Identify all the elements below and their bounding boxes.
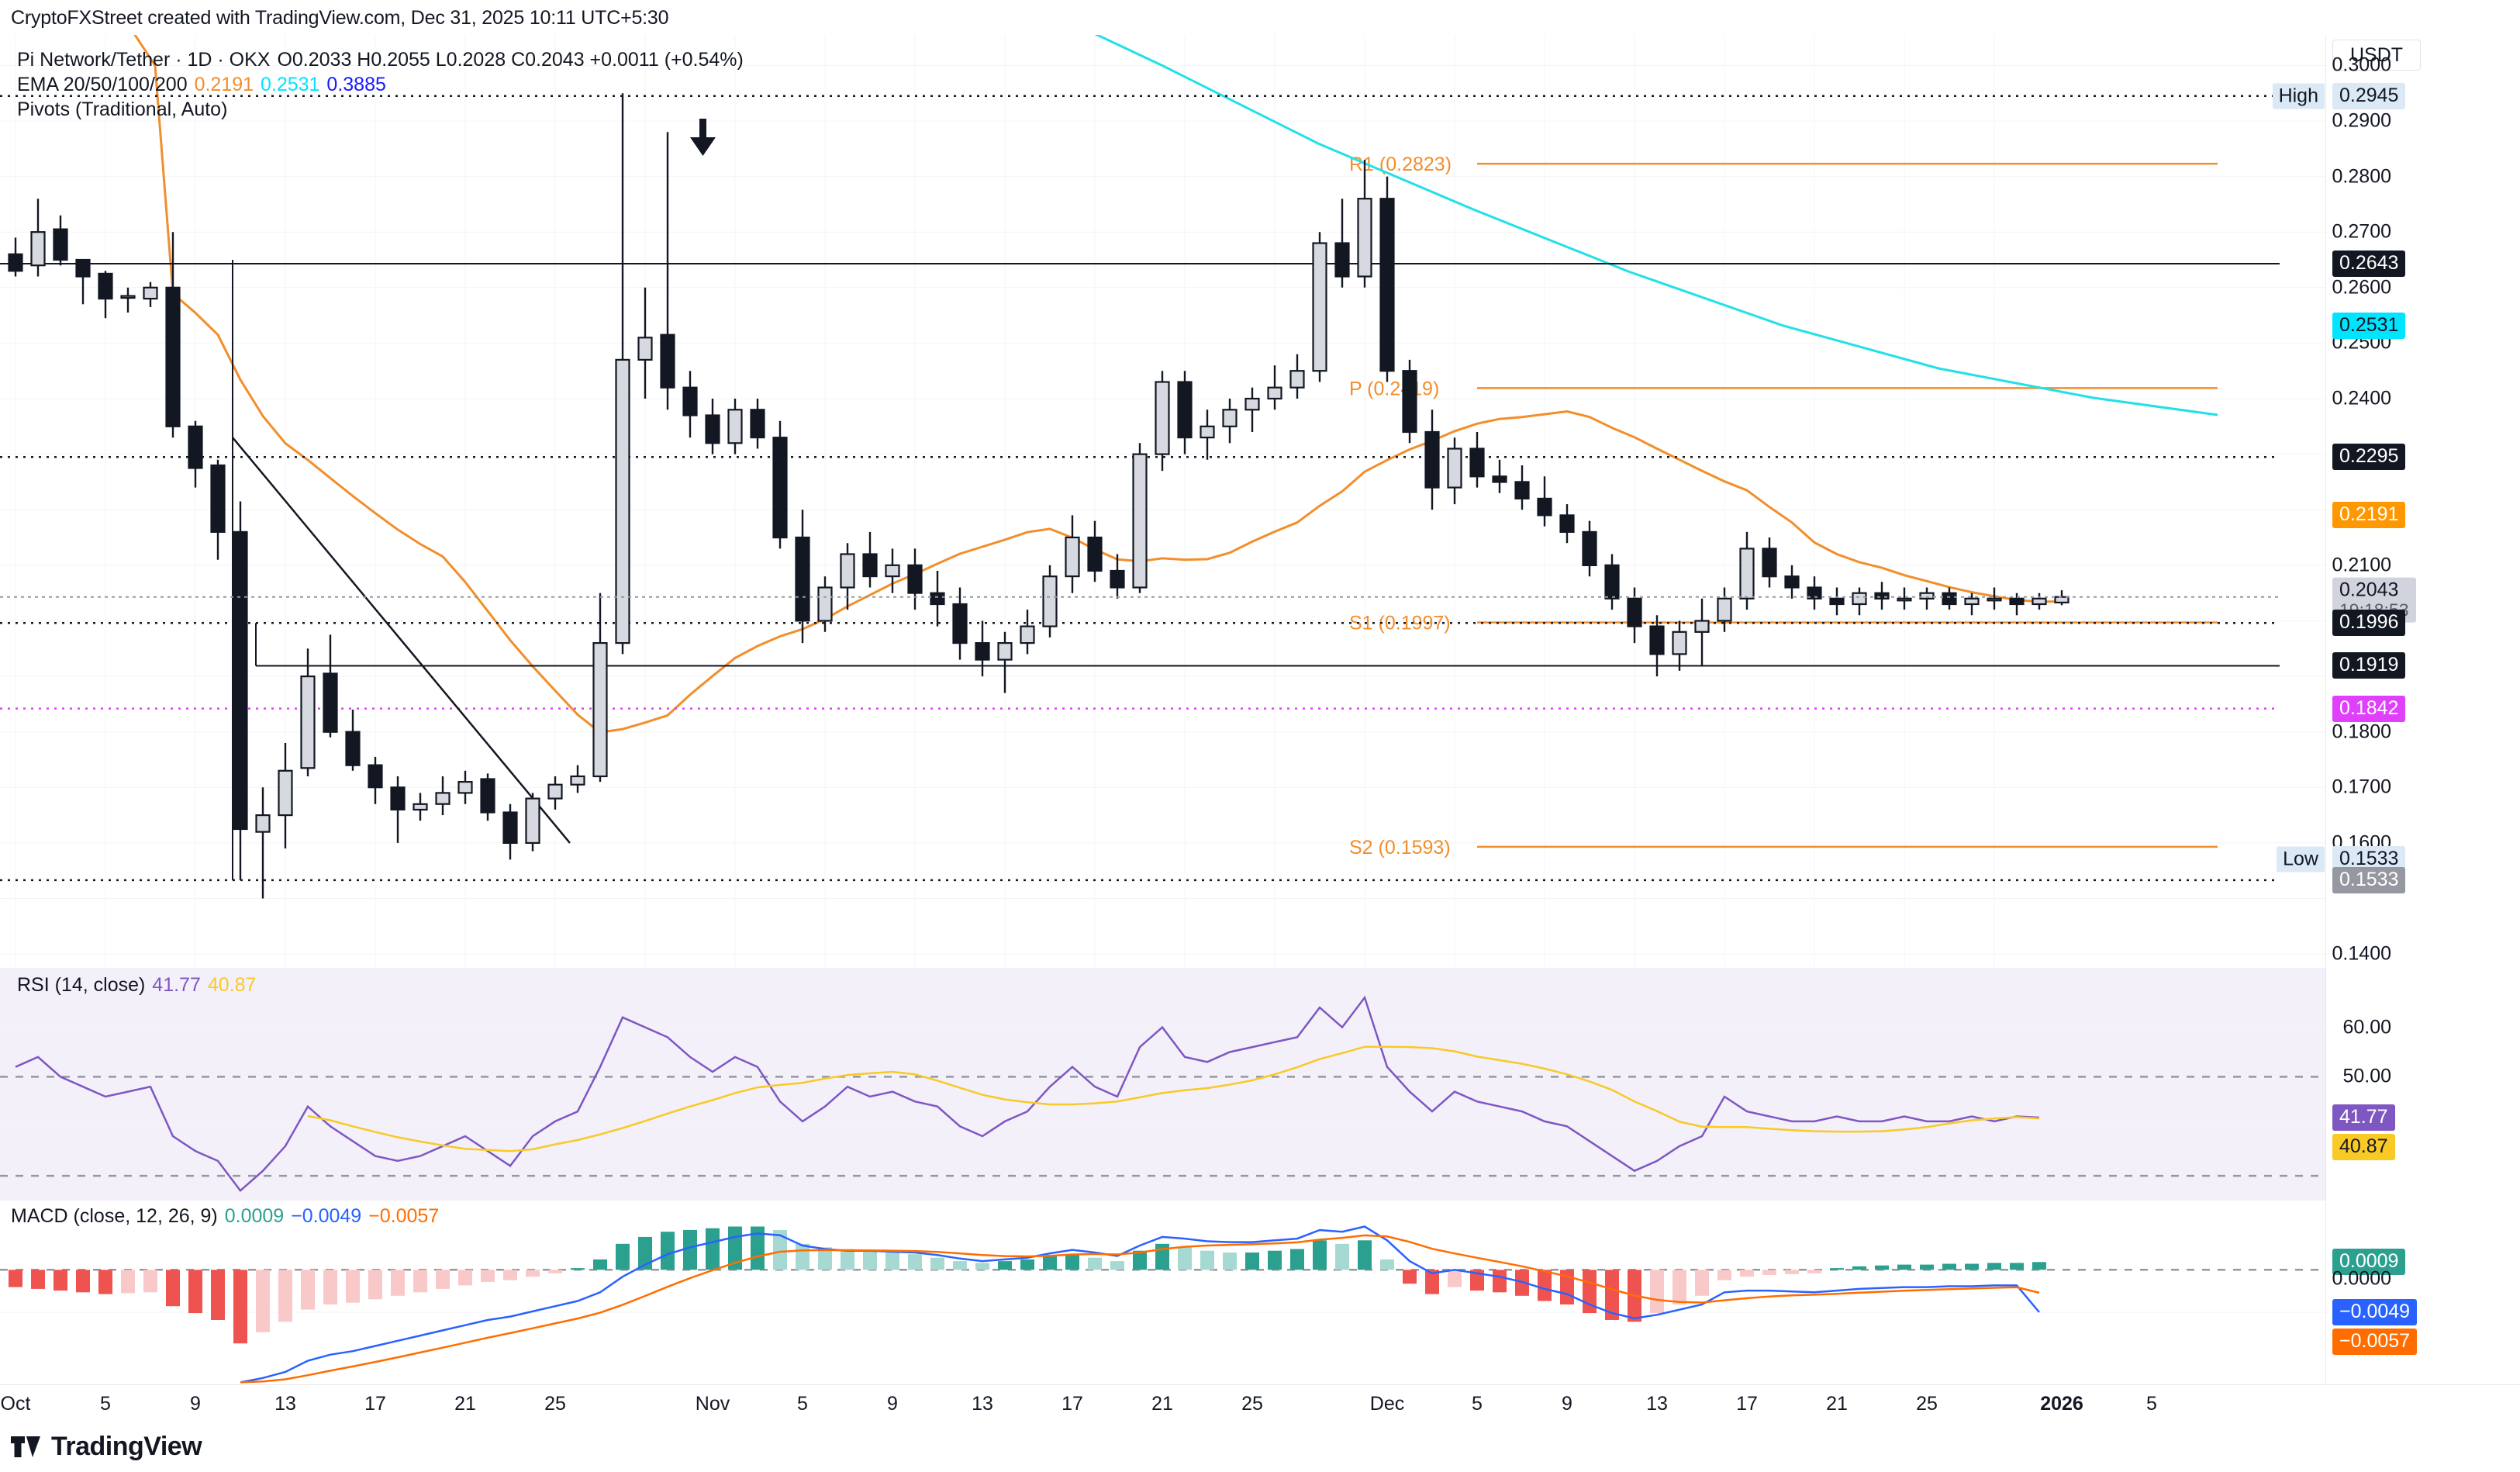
axis-tick-label: 0.1700 xyxy=(2332,776,2391,798)
svg-text:S2 (0.1593): S2 (0.1593) xyxy=(1349,837,1451,859)
axis-tick-label: 50.00 xyxy=(2342,1065,2391,1087)
attribution-text: CryptoFXStreet created with TradingView.… xyxy=(11,7,669,29)
time-axis-tick: 13 xyxy=(972,1393,993,1415)
ema-value-100: 0.3885 xyxy=(326,74,386,95)
axis-tick-label: 0.1800 xyxy=(2332,720,2391,743)
axis-tick-label: 0.2900 xyxy=(2332,109,2391,132)
axis-price-badge[interactable]: 0.2531 xyxy=(2332,313,2406,340)
rsi-pane: 60.00 50.00 41.77 40.87 RSI (14, close) 41.… xyxy=(0,968,2520,1201)
time-axis-tick: 21 xyxy=(1151,1393,1173,1415)
axis-price-badge[interactable]: 40.87 xyxy=(2332,1133,2395,1160)
time-axis-tick: 25 xyxy=(1241,1393,1263,1415)
time-axis-tick: 13 xyxy=(1646,1393,1668,1415)
macd-line-value: −0.0049 xyxy=(291,1205,362,1227)
macd-pane: 0.0009 0.0000 −0.0049 −0.0057 MACD (close, … xyxy=(0,1201,2520,1387)
rsi-axis[interactable]: 60.00 50.00 41.77 40.87 xyxy=(2325,968,2520,1201)
time-axis-tick: 5 xyxy=(797,1393,808,1415)
price-pane: R1 (0.2823) P (0.2419) S1 (0.1997) S2 (0.15… xyxy=(0,35,2520,968)
period-high-tag: High xyxy=(2272,83,2325,109)
rsi-plot[interactable] xyxy=(0,968,2326,1201)
svg-text:P (0.2419): P (0.2419) xyxy=(1349,378,1439,399)
axis-price-badge[interactable]: 41.77 xyxy=(2332,1104,2395,1131)
time-axis-tick: 25 xyxy=(544,1393,566,1415)
macd-plot[interactable] xyxy=(0,1201,2326,1387)
axis-price-badge[interactable]: 0.1842 xyxy=(2332,695,2406,722)
symbol-legend[interactable]: Pi Network/Tether · 1D · OKX O0.2033 H0.… xyxy=(17,49,744,71)
time-axis-tick: 21 xyxy=(454,1393,476,1415)
time-axis-tick: 9 xyxy=(190,1393,201,1415)
axis-price-badge[interactable]: 0.2191 xyxy=(2332,501,2406,528)
currency-label: USDT xyxy=(2332,40,2421,71)
price-axis[interactable]: USDT 0.3000 0.2900 0.2800 0.2700 0.2600 0.250… xyxy=(2272,35,2520,968)
time-axis-tick: Dec xyxy=(1369,1393,1405,1415)
axis-tick-label: 0.2700 xyxy=(2332,220,2391,243)
rsi-ma-value: 40.87 xyxy=(207,974,257,996)
axis-tick-label: 60.00 xyxy=(2342,1016,2391,1038)
rsi-legend[interactable]: RSI (14, close) 41.77 40.87 xyxy=(17,974,256,997)
time-axis-tick: 25 xyxy=(1916,1393,1938,1415)
time-axis-tick: 17 xyxy=(364,1393,386,1415)
macd-title: MACD (close, 12, 26, 9) xyxy=(11,1205,218,1227)
ohlc-values: O0.2033 H0.2055 L0.2028 C0.2043 +0.0011 … xyxy=(277,49,744,71)
axis-tick-label: 0.3000 xyxy=(2332,54,2391,76)
time-axis-tick: 17 xyxy=(1062,1393,1083,1415)
time-axis-tick: Nov xyxy=(695,1393,730,1415)
symbol-title: Pi Network/Tether · 1D · OKX xyxy=(17,49,271,71)
time-axis-tick: 5 xyxy=(100,1393,111,1415)
axis-price-badge[interactable]: 0.1996 xyxy=(2332,610,2406,637)
pivots-title: Pivots (Traditional, Auto) xyxy=(17,98,228,120)
period-low-tag: Low xyxy=(2277,846,2325,872)
axis-price-badge[interactable]: −0.0049 xyxy=(2332,1299,2418,1325)
time-axis-tick: 9 xyxy=(1562,1393,1572,1415)
time-axis-tick: 13 xyxy=(274,1393,296,1415)
time-axis-tick: 9 xyxy=(887,1393,898,1415)
axis-tick-label: 0.0000 xyxy=(2332,1267,2391,1290)
down-arrow-annotation xyxy=(690,119,716,156)
ema-legend[interactable]: EMA 20/50/100/200 0.2191 0.2531 0.3885 xyxy=(17,74,386,96)
axis-tick-label: 0.2600 xyxy=(2332,276,2391,299)
axis-price-badge[interactable]: 0.0009 xyxy=(2332,1249,2406,1276)
macd-legend[interactable]: MACD (close, 12, 26, 9) 0.0009 −0.0049 −… xyxy=(11,1205,439,1228)
rsi-value: 41.77 xyxy=(152,974,201,996)
time-axis-tick: 17 xyxy=(1736,1393,1758,1415)
footer-branding: TradingView xyxy=(11,1432,202,1462)
pivots-legend[interactable]: Pivots (Traditional, Auto) xyxy=(17,98,227,121)
axis-price-badge[interactable]: −0.0057 xyxy=(2332,1329,2418,1355)
axis-price-badge[interactable]: 0.1919 xyxy=(2332,652,2406,679)
macd-signal-value: −0.0057 xyxy=(368,1205,440,1227)
tradingview-logo-icon xyxy=(11,1436,40,1457)
axis-tick-label: 0.1400 xyxy=(2332,942,2391,965)
time-axis-tick: 5 xyxy=(1472,1393,1483,1415)
tradingview-wordmark: TradingView xyxy=(51,1432,202,1461)
ema-title: EMA 20/50/100/200 xyxy=(17,74,188,95)
time-axis[interactable]: Oct 5 9 13 17 21 25 Nov 5 9 13 17 21 25 Dec 5 9 13 17 21 25 2… xyxy=(0,1384,2520,1430)
ema-value-20: 0.2191 xyxy=(194,74,254,95)
axis-tick-label: 0.2800 xyxy=(2332,165,2391,188)
axis-tick-label: 0.2100 xyxy=(2332,554,2391,576)
time-axis-tick: 2026 xyxy=(2040,1393,2083,1415)
price-plot[interactable]: R1 (0.2823) P (0.2419) S1 (0.1997) S2 (0.15… xyxy=(0,35,2326,968)
rsi-title: RSI (14, close) xyxy=(17,974,146,996)
axis-price-badge[interactable]: 0.2945 xyxy=(2332,82,2406,109)
axis-price-badge[interactable]: 0.1533 xyxy=(2332,866,2406,893)
macd-axis[interactable]: 0.0009 0.0000 −0.0049 −0.0057 xyxy=(2325,1201,2520,1387)
ema-value-50: 0.2531 xyxy=(261,74,320,95)
axis-tick-label: 0.2400 xyxy=(2332,387,2391,409)
time-axis-tick: Oct xyxy=(0,1393,31,1415)
axis-price-badge[interactable]: 0.2643 xyxy=(2332,251,2406,278)
chart-frame: R1 (0.2823) P (0.2419) S1 (0.1997) S2 (0.15… xyxy=(0,35,2520,1387)
time-axis-tick: 21 xyxy=(1826,1393,1848,1415)
axis-price-badge[interactable]: 0.2295 xyxy=(2332,444,2406,471)
time-axis-tick: 5 xyxy=(2146,1393,2157,1415)
macd-hist-value: 0.0009 xyxy=(224,1205,285,1227)
